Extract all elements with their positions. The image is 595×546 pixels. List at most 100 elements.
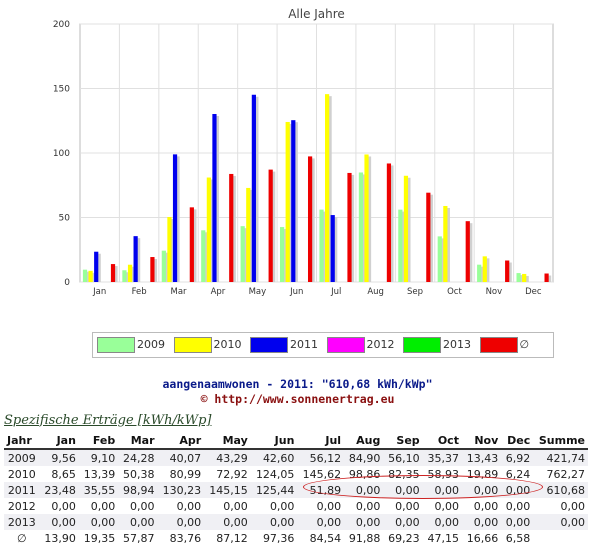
bar	[167, 217, 172, 282]
bar	[150, 257, 155, 282]
column-header: Mar	[118, 433, 158, 450]
bar	[437, 236, 442, 282]
table-cell: 50,38	[118, 466, 158, 482]
column-header: Sep	[383, 433, 423, 450]
bar-shadow	[362, 174, 366, 282]
table-cell: 24,28	[118, 449, 158, 466]
x-tick-label: Oct	[447, 287, 462, 297]
bar-shadow	[126, 272, 130, 282]
table-cell: 91,88	[344, 530, 384, 546]
bar	[94, 251, 99, 282]
bar-shadow	[86, 271, 90, 282]
x-tick-label: Jul	[330, 287, 341, 297]
table-cell: 51,89	[297, 482, 345, 498]
table-cell: 13,90	[39, 530, 79, 546]
bar-shadow	[334, 217, 338, 282]
table-cell: 0,00	[461, 498, 502, 514]
chart-legend: 2009 2010 2011 2012 2013 ∅	[92, 332, 554, 358]
table-cell: 56,12	[297, 449, 345, 466]
table-cell: 6,58	[501, 530, 534, 546]
table-cell: 84,54	[297, 530, 345, 546]
legend-swatch	[479, 337, 518, 353]
bar-shadow	[171, 219, 175, 282]
table-cell: 0,00	[204, 498, 251, 514]
table-cell: 2011	[4, 482, 40, 498]
bar-shadow	[323, 211, 327, 282]
bar-shadow	[486, 258, 490, 282]
column-header: Dec	[501, 433, 534, 450]
bar-shadow	[204, 232, 208, 282]
column-header: Feb	[78, 433, 119, 450]
bar-shadow	[249, 189, 253, 282]
table-cell: 40,07	[157, 449, 205, 466]
table-cell: 0,00	[157, 498, 205, 514]
table-cell: 13,43	[461, 449, 502, 466]
column-header: Jan	[39, 433, 79, 450]
bar	[201, 230, 206, 282]
legend-swatch	[403, 337, 441, 353]
legend-label: ∅	[519, 338, 530, 351]
table-cell: 13,39	[78, 466, 119, 482]
table-cell: 0,00	[78, 498, 119, 514]
bar	[206, 177, 211, 282]
bar	[127, 264, 133, 282]
table-cell: 43,29	[204, 449, 251, 466]
bar	[325, 94, 330, 282]
bar	[279, 227, 285, 282]
bar-shadow	[283, 229, 287, 282]
table-cell: 2012	[4, 498, 40, 514]
table-cell: 0,00	[78, 514, 119, 530]
table-cell: 16,66	[461, 530, 502, 546]
column-header: Oct	[422, 433, 462, 450]
legend-swatch	[250, 337, 288, 353]
column-header: Apr	[157, 433, 205, 450]
column-header: Aug	[344, 433, 384, 450]
table-cell: 124,05	[250, 466, 298, 482]
bar	[133, 236, 138, 282]
column-header: Nov	[461, 433, 502, 450]
bar-shadow	[131, 266, 135, 282]
x-tick-label: Dec	[525, 287, 542, 297]
bar-shadow	[216, 116, 220, 283]
bar-shadow	[114, 266, 118, 282]
bar-shadow	[401, 211, 405, 282]
table-cell: 0,00	[157, 514, 205, 530]
bar	[477, 264, 482, 282]
legend-swatch	[173, 337, 212, 353]
table-cell: 0,00	[461, 482, 502, 498]
x-tick-label: Nov	[486, 287, 503, 297]
bar	[82, 269, 88, 282]
caption-copyright-link[interactable]: © http://www.sonnenertrag.eu	[200, 392, 395, 406]
bar	[364, 154, 369, 282]
bar-shadow	[328, 96, 332, 282]
table-cell: 58,93	[422, 466, 462, 482]
table-cell: 42,60	[250, 449, 298, 466]
table-cell: 35,37	[422, 449, 462, 466]
table-cell: 47,15	[422, 530, 462, 546]
table-cell: 19,89	[461, 466, 502, 482]
table-cell: 9,56	[39, 449, 79, 466]
bar	[110, 264, 116, 282]
table-row: 2011 23,48 35,55 98,94 130,23 145,15 125,44 51,…	[4, 482, 588, 498]
bar	[398, 209, 403, 282]
table-cell: 145,62	[297, 466, 345, 482]
bar	[505, 260, 510, 282]
table-cell: 72,92	[204, 466, 251, 482]
table-cell: 0,00	[118, 514, 158, 530]
legend-label: 2013	[443, 338, 471, 351]
table-cell: 421,74	[533, 449, 588, 466]
table-cell: 0,00	[297, 514, 345, 530]
table-cell: 0,00	[461, 514, 502, 530]
legend-swatch	[97, 337, 135, 353]
table-cell: 23,48	[39, 482, 79, 498]
x-tick-label: Feb	[132, 287, 147, 297]
yield-table: Jahr Jan Feb Mar Apr May Jun Jul Aug Sep Oct Nov Dec…	[4, 433, 588, 546]
table-cell: 0,00	[344, 498, 384, 514]
bar	[307, 156, 313, 282]
y-tick-label: 200	[53, 20, 70, 30]
table-row: 2013 0,00 0,00 0,00 0,00 0,00 0,00 0,00 0,00 0,00…	[4, 514, 588, 530]
bar-shadow	[154, 259, 158, 282]
bar	[319, 209, 324, 282]
bar-shadow	[137, 238, 141, 282]
table-cell: 9,10	[78, 449, 119, 466]
